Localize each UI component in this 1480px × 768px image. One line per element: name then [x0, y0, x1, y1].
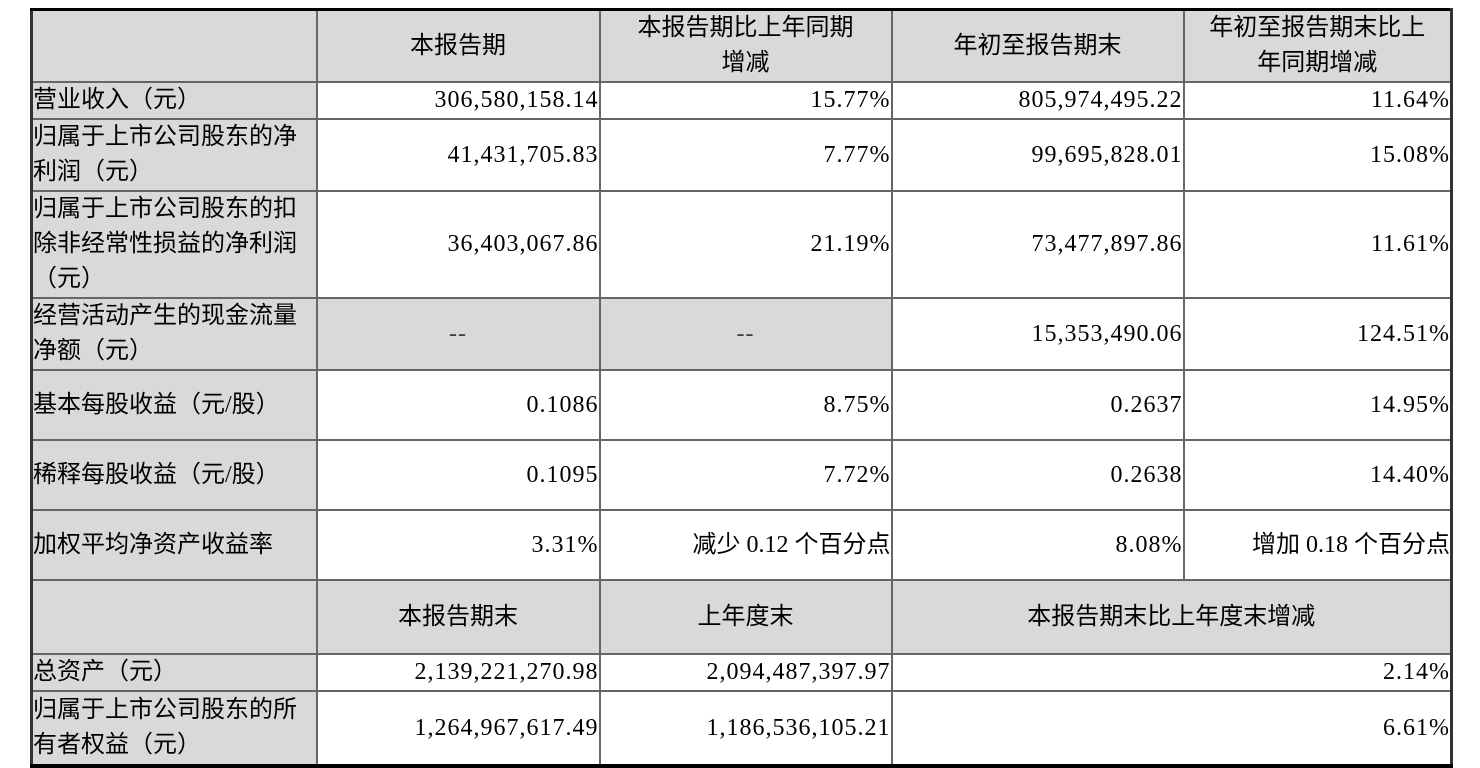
row-label-cell: 归属于上市公司股东的净利润（元） [30, 118, 318, 192]
table-row-revenue: 营业收入（元） 306,580,158.14 15.77% 805,974,49… [30, 81, 1453, 120]
corner-header-cell [30, 579, 318, 655]
row-label-cell: 营业收入（元） [30, 81, 318, 120]
value-cell: 8.08% [890, 509, 1185, 581]
value-cell: 99,695,828.01 [890, 118, 1185, 192]
value-cell: 0.1086 [315, 369, 601, 441]
column-header-current-vs-prior: 本报告期比上年同期增减 [598, 8, 893, 83]
value-cell: 0.2638 [890, 439, 1185, 511]
column-header-label: 本报告期末比上年度末增减 [1027, 603, 1316, 630]
value-cell: 11.64% [1182, 81, 1453, 120]
column-header-current-period: 本报告期 [315, 8, 601, 83]
row-label-cell: 加权平均净资产收益率 [30, 509, 318, 581]
value-cell: 21.19% [598, 190, 893, 299]
value-cell: 3.31% [315, 509, 601, 581]
column-header-label: 本报告期比上年同期增减 [637, 15, 854, 76]
column-header-label: 本报告期 [410, 32, 506, 59]
column-header-prior-year-end: 上年度末 [598, 579, 893, 655]
value-cell: 124.51% [1182, 297, 1453, 371]
value-cell: 73,477,897.86 [890, 190, 1185, 299]
table-row-diluted-eps: 稀释每股收益（元/股） 0.1095 7.72% 0.2638 14.40% [30, 439, 1453, 511]
column-header-label: 上年度末 [697, 603, 794, 630]
value-cell-empty: -- [315, 297, 601, 371]
value-cell-empty: -- [598, 297, 893, 371]
value-cell: 14.40% [1182, 439, 1453, 511]
value-cell: 1,264,967,617.49 [315, 690, 601, 768]
value-cell: 0.2637 [890, 369, 1185, 441]
header-row-period: 本报告期 本报告期比上年同期增减 年初至报告期末 年初至报告期末比上年同期增减 [30, 8, 1453, 83]
row-label-cell: 归属于上市公司股东的所有者权益（元） [30, 690, 318, 768]
table-row-net-profit-excl-nonrecurring: 归属于上市公司股东的扣除非经常性损益的净利润（元） 36,403,067.86 … [30, 190, 1453, 299]
value-cell: 增加 0.18 个百分点 [1182, 509, 1453, 581]
value-cell: 2,094,487,397.97 [598, 653, 893, 692]
value-cell: 6.61% [890, 690, 1453, 768]
value-cell: 7.72% [598, 439, 893, 511]
value-cell: 805,974,495.22 [890, 81, 1185, 120]
corner-header-cell [30, 8, 318, 83]
value-cell: 36,403,067.86 [315, 190, 601, 299]
value-cell: 1,186,536,105.21 [598, 690, 893, 768]
column-header-end-vs-prior-year-end: 本报告期末比上年度末增减 [890, 579, 1453, 655]
value-cell: 15.08% [1182, 118, 1453, 192]
table-row-basic-eps: 基本每股收益（元/股） 0.1086 8.75% 0.2637 14.95% [30, 369, 1453, 441]
column-header-label: 年初至报告期末比上年同期增减 [1209, 15, 1426, 76]
value-cell: 15.77% [598, 81, 893, 120]
value-cell: 2.14% [890, 653, 1453, 692]
table-row-weighted-avg-roe: 加权平均净资产收益率 3.31% 减少 0.12 个百分点 8.08% 增加 0… [30, 509, 1453, 581]
column-header-label: 年初至报告期末 [953, 32, 1122, 59]
value-cell: 15,353,490.06 [890, 297, 1185, 371]
value-cell: 8.75% [598, 369, 893, 441]
row-label-cell: 基本每股收益（元/股） [30, 369, 318, 441]
row-label-cell: 经营活动产生的现金流量净额（元） [30, 297, 318, 371]
header-row-balance: 本报告期末 上年度末 本报告期末比上年度末增减 [30, 579, 1453, 655]
column-header-ytd: 年初至报告期末 [890, 8, 1185, 83]
value-cell: 7.77% [598, 118, 893, 192]
table-row-net-profit: 归属于上市公司股东的净利润（元） 41,431,705.83 7.77% 99,… [30, 118, 1453, 192]
column-header-label: 本报告期末 [398, 603, 518, 630]
column-header-ytd-vs-prior: 年初至报告期末比上年同期增减 [1182, 8, 1453, 83]
value-cell: 14.95% [1182, 369, 1453, 441]
table-row-operating-cash-flow: 经营活动产生的现金流量净额（元） -- -- 15,353,490.06 124… [30, 297, 1453, 371]
value-cell: 2,139,221,270.98 [315, 653, 601, 692]
financial-summary-table: 本报告期 本报告期比上年同期增减 年初至报告期末 年初至报告期末比上年同期增减 … [30, 8, 1453, 768]
value-cell: 减少 0.12 个百分点 [598, 509, 893, 581]
value-cell: 306,580,158.14 [315, 81, 601, 120]
row-label-cell: 稀释每股收益（元/股） [30, 439, 318, 511]
column-header-current-period-end: 本报告期末 [315, 579, 601, 655]
row-label-cell: 总资产（元） [30, 653, 318, 692]
value-cell: 41,431,705.83 [315, 118, 601, 192]
table-row-owners-equity: 归属于上市公司股东的所有者权益（元） 1,264,967,617.49 1,18… [30, 690, 1453, 768]
row-label-cell: 归属于上市公司股东的扣除非经常性损益的净利润（元） [30, 190, 318, 299]
value-cell: 0.1095 [315, 439, 601, 511]
value-cell: 11.61% [1182, 190, 1453, 299]
table-row-total-assets: 总资产（元） 2,139,221,270.98 2,094,487,397.97… [30, 653, 1453, 692]
